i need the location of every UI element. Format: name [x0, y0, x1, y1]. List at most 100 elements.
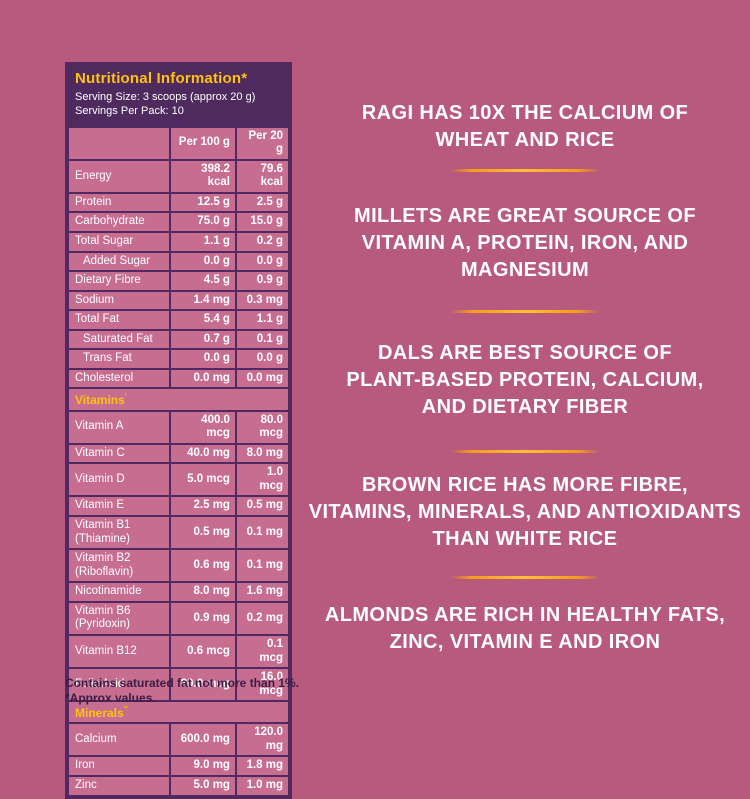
table-row: Carbohydrate 75.0 g 15.0 g [67, 211, 291, 233]
column-header-label [67, 125, 171, 161]
row-value-per100g: 398.2 kcal [168, 158, 237, 194]
serving-size: Serving Size: 3 scoops (approx 20 g) [75, 91, 256, 103]
nutrition-panel-header: Nutritional Information* Serving Size: 3… [67, 64, 290, 126]
table-row: Saturated Fat 0.7 g 0.1 g [67, 328, 291, 351]
fact-text: ALMONDS ARE RICH IN HEALTHY FATS, ZINC, V… [324, 604, 726, 653]
row-value-per20g: 16.0 mcg [234, 667, 291, 703]
section-header: Vitamins' [67, 387, 290, 412]
row-value-per100g: 8.0 mg [168, 581, 237, 603]
row-value-per20g: 1.1 g [234, 309, 291, 331]
row-value-per20g: 0.9 g [234, 270, 291, 292]
section-divider [450, 450, 600, 453]
row-label: Total Fat [67, 309, 171, 331]
section-divider [450, 310, 600, 313]
row-label: Vitamin B1 (Thiamine) [67, 514, 171, 551]
section-divider [450, 576, 600, 579]
row-label: Vitamin B6 (Pyridoxin) [67, 600, 171, 636]
row-value-per20g: 2.5 g [234, 191, 291, 214]
fact-text: RAGI HAS 10X THE CALCIUM OF WHEAT AND RIC… [361, 102, 689, 151]
row-value-per20g: 1.6 mg [234, 581, 291, 603]
row-value-per100g: 600.0 mg [168, 722, 237, 758]
row-label: Sodium [67, 289, 171, 312]
table-row: Added Sugar 0.0 g 0.0 g [67, 250, 291, 273]
row-value-per100g: 0.9 mg [168, 600, 237, 636]
section-row: Vitamins' [67, 387, 290, 412]
row-value-per20g: 120.0 mg [234, 722, 291, 758]
nutrition-table: Per 100 g Per 20 g Energy 398.2 kcal 79.6 … [67, 125, 291, 797]
table-row: Vitamin A 400.0 mcg 80.0 mcg [67, 409, 291, 445]
row-label: Saturated Fat [67, 328, 171, 351]
row-value-per100g: 9.0 mg [168, 755, 237, 778]
row-value-per20g: 0.0 mg [234, 367, 291, 390]
section-row: Minerals'' [67, 700, 290, 725]
row-label: Zinc [67, 775, 171, 797]
row-value-per100g: 5.4 g [168, 309, 237, 331]
table-row: Vitamin B12 0.6 mcg 0.1 mcg [67, 633, 291, 670]
table-row: Total Fat 5.4 g 1.1 g [67, 309, 291, 331]
nutrition-panel: Nutritional Information* Serving Size: 3… [65, 62, 292, 799]
table-row: Trans Fat 0.0 g 0.0 g [67, 348, 291, 370]
row-label: Energy [67, 158, 171, 194]
row-value-per100g: 0.5 mg [168, 514, 237, 551]
row-value-per20g: 0.3 mg [234, 289, 291, 312]
row-value-per20g: 15.0 g [234, 211, 291, 233]
row-value-per20g: 0.1 g [234, 328, 291, 351]
section-divider [450, 169, 600, 172]
section-header: Minerals'' [67, 700, 290, 725]
fact-text: BROWN RICE HAS MORE FIBRE, VITAMINS, MINE… [308, 474, 742, 550]
row-value-per20g: 0.0 g [234, 250, 291, 273]
footnote-line-1: Contains saturated fat not more than 1%. [65, 676, 300, 690]
row-label: Dietary Fibre [67, 270, 171, 292]
table-row: Total Sugar 1.1 g 0.2 g [67, 230, 291, 253]
row-value-per100g: 0.6 mcg [168, 633, 237, 670]
row-value-per100g: 5.0 mcg [168, 462, 237, 498]
table-header-row: Per 100 g Per 20 g [67, 125, 291, 161]
table-row: Dietary Fibre 4.5 g 0.9 g [67, 270, 291, 292]
row-value-per100g: 4.5 g [168, 270, 237, 292]
row-value-per100g: 0.0 mg [168, 367, 237, 390]
row-value-per20g: 0.1 mg [234, 514, 291, 551]
row-label: Vitamin B2 (Riboflavin) [67, 548, 171, 584]
row-value-per20g: 8.0 mg [234, 442, 291, 465]
row-value-per20g: 0.1 mg [234, 548, 291, 584]
row-label: Trans Fat [67, 348, 171, 370]
facts-column: RAGI HAS 10X THE CALCIUM OF WHEAT AND RIC… [303, 0, 747, 750]
column-header-per100g: Per 100 g [168, 125, 237, 161]
row-label: Added Sugar [67, 250, 171, 273]
row-label: Calcium [67, 722, 171, 758]
panel-title: Nutritional Information* [75, 70, 248, 87]
row-value-per20g: 1.8 mg [234, 755, 291, 778]
table-row: Vitamin B6 (Pyridoxin) 0.9 mg 0.2 mg [67, 600, 291, 636]
row-label: Carbohydrate [67, 211, 171, 233]
row-value-per20g: 0.2 g [234, 230, 291, 253]
table-row: Vitamin D 5.0 mcg 1.0 mcg [67, 462, 291, 498]
table-row: Nicotinamide 8.0 mg 1.6 mg [67, 581, 291, 603]
row-label: Vitamin C [67, 442, 171, 465]
row-label: Nicotinamide [67, 581, 171, 603]
footnote-line-2: *Approx values. [65, 691, 156, 705]
row-value-per100g: 75.0 g [168, 211, 237, 233]
row-label: Cholesterol [67, 367, 171, 390]
table-row: Energy 398.2 kcal 79.6 kcal [67, 158, 291, 194]
row-value-per100g: 1.4 mg [168, 289, 237, 312]
row-value-per100g: 40.0 mg [168, 442, 237, 465]
table-row: Zinc 5.0 mg 1.0 mg [67, 775, 291, 797]
row-label: Iron [67, 755, 171, 778]
row-value-per20g: 80.0 mcg [234, 409, 291, 445]
row-label: Protein [67, 191, 171, 214]
row-label: Vitamin A [67, 409, 171, 445]
row-value-per100g: 400.0 mcg [168, 409, 237, 445]
row-value-per100g: 1.1 g [168, 230, 237, 253]
row-value-per20g: 1.0 mg [234, 775, 291, 797]
row-label: Vitamin E [67, 495, 171, 517]
row-label: Vitamin B12 [67, 633, 171, 670]
table-row: Vitamin E 2.5 mg 0.5 mg [67, 495, 291, 517]
table-row: Calcium 600.0 mg 120.0 mg [67, 722, 291, 758]
table-row: Protein 12.5 g 2.5 g [67, 191, 291, 214]
table-row: Vitamin B1 (Thiamine) 0.5 mg 0.1 mg [67, 514, 291, 551]
row-value-per100g: 2.5 mg [168, 495, 237, 517]
row-value-per100g: 5.0 mg [168, 775, 237, 797]
fact-text: MILLETS ARE GREAT SOURCE OF VITAMIN A, PR… [354, 205, 696, 281]
table-row: Folic Acid 80.0 mcg 16.0 mcg [67, 667, 291, 703]
row-value-per20g: 0.5 mg [234, 495, 291, 517]
